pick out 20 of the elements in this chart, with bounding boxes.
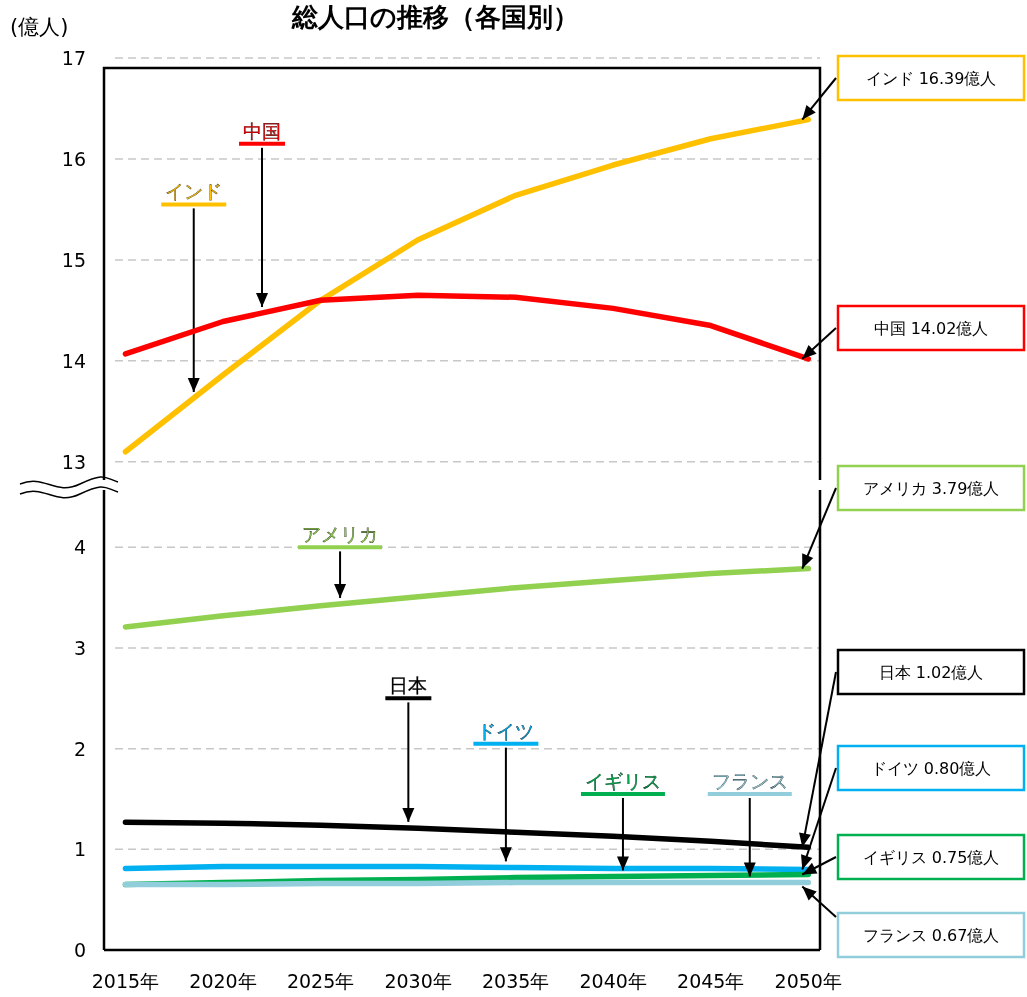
x-tick-label: 2030年 — [384, 970, 452, 992]
y-tick-label: 15 — [61, 248, 86, 271]
y-tick-label: 1 — [73, 838, 86, 861]
x-tick-label: 2050年 — [774, 970, 842, 992]
x-tick-label: 2015年 — [91, 970, 160, 992]
y-tick-label: 17 — [61, 47, 86, 69]
y-tick-label: 2 — [73, 737, 86, 760]
chart-title: 総人口の推移（各国別） — [290, 2, 579, 32]
y-tick-label: 13 — [61, 450, 86, 473]
x-tick-label: 2040年 — [579, 970, 647, 992]
x-tick-label: 2025年 — [286, 970, 355, 992]
y-axis-title: (億人) — [10, 15, 69, 39]
y-tick-label: 14 — [61, 349, 86, 372]
y-tick-label: 3 — [73, 637, 86, 660]
x-tick-label: 2045年 — [677, 970, 745, 992]
y-tick-label: 0 — [73, 939, 86, 961]
x-tick-label: 2020年 — [189, 970, 257, 992]
x-tick-label: 2035年 — [481, 970, 550, 992]
y-tick-label: 16 — [61, 147, 86, 170]
y-tick-label: 4 — [73, 536, 86, 559]
